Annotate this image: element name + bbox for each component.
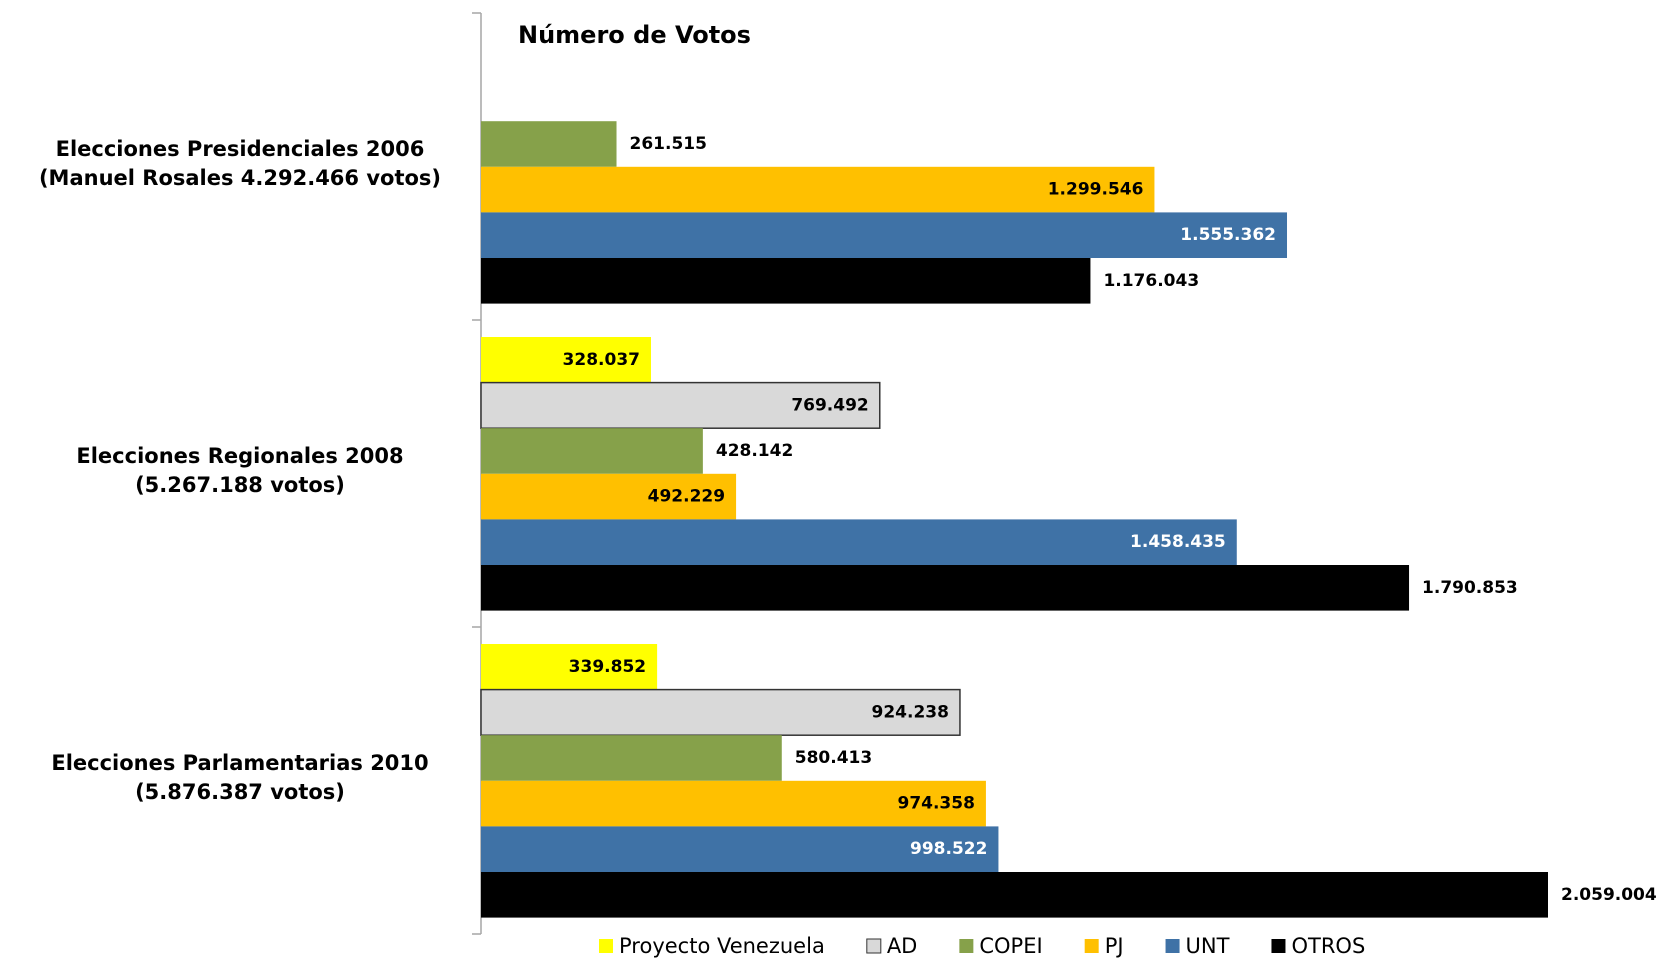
bar (481, 826, 999, 872)
category-label: (Manuel Rosales 4.292.466 votos) (39, 166, 441, 190)
legend-label: COPEI (979, 934, 1042, 958)
value-label: 1.299.546 (1048, 180, 1144, 200)
value-label: 1.555.362 (1180, 225, 1276, 245)
category-label: (5.876.387 votos) (135, 780, 345, 804)
legend-label: OTROS (1291, 934, 1365, 958)
legend-swatch (1084, 939, 1099, 953)
value-label: 492.229 (648, 487, 725, 507)
bar (481, 473, 737, 520)
bar (481, 428, 703, 474)
bar (481, 258, 1091, 304)
value-label: 1.176.043 (1103, 271, 1199, 291)
bar (481, 166, 1155, 213)
legend-label: Proyecto Venezuela (619, 934, 825, 958)
bar (481, 565, 1410, 611)
legend-swatch (599, 939, 613, 953)
bar (481, 337, 651, 383)
value-label: 769.492 (791, 395, 868, 415)
legend-swatch (959, 939, 974, 953)
legend-swatch (866, 938, 882, 954)
value-label: 2.059.004 (1561, 885, 1657, 905)
legend-swatch (1165, 939, 1180, 953)
value-label: 339.852 (569, 657, 646, 677)
chart-title: Número de Votos (518, 21, 751, 49)
category-label: Elecciones Parlamentarias 2010 (51, 751, 428, 775)
bar (480, 688, 961, 736)
category-label: Elecciones Presidenciales 2006 (56, 137, 425, 161)
value-label: 1.790.853 (1422, 578, 1518, 598)
value-label: 328.037 (563, 350, 640, 370)
legend-label: AD (887, 934, 918, 958)
value-label: 998.522 (910, 839, 987, 859)
bar (481, 212, 1288, 258)
value-label: 924.238 (872, 702, 949, 722)
value-label: 580.413 (795, 748, 872, 768)
value-label: 428.142 (716, 441, 793, 461)
value-label: 1.458.435 (1130, 532, 1226, 552)
bar (481, 780, 986, 827)
legend-label: UNT (1186, 934, 1230, 958)
legend-swatch (1271, 939, 1286, 953)
bar (481, 519, 1237, 565)
bar (481, 872, 1548, 918)
value-label: 974.358 (897, 794, 974, 814)
bar (480, 381, 881, 429)
bar (481, 735, 782, 781)
legend-label: PJ (1105, 934, 1124, 958)
bar (481, 644, 658, 690)
bar (481, 121, 617, 167)
category-label: Elecciones Regionales 2008 (76, 444, 403, 468)
category-label: (5.267.188 votos) (135, 473, 345, 497)
value-label: 261.515 (630, 134, 707, 154)
